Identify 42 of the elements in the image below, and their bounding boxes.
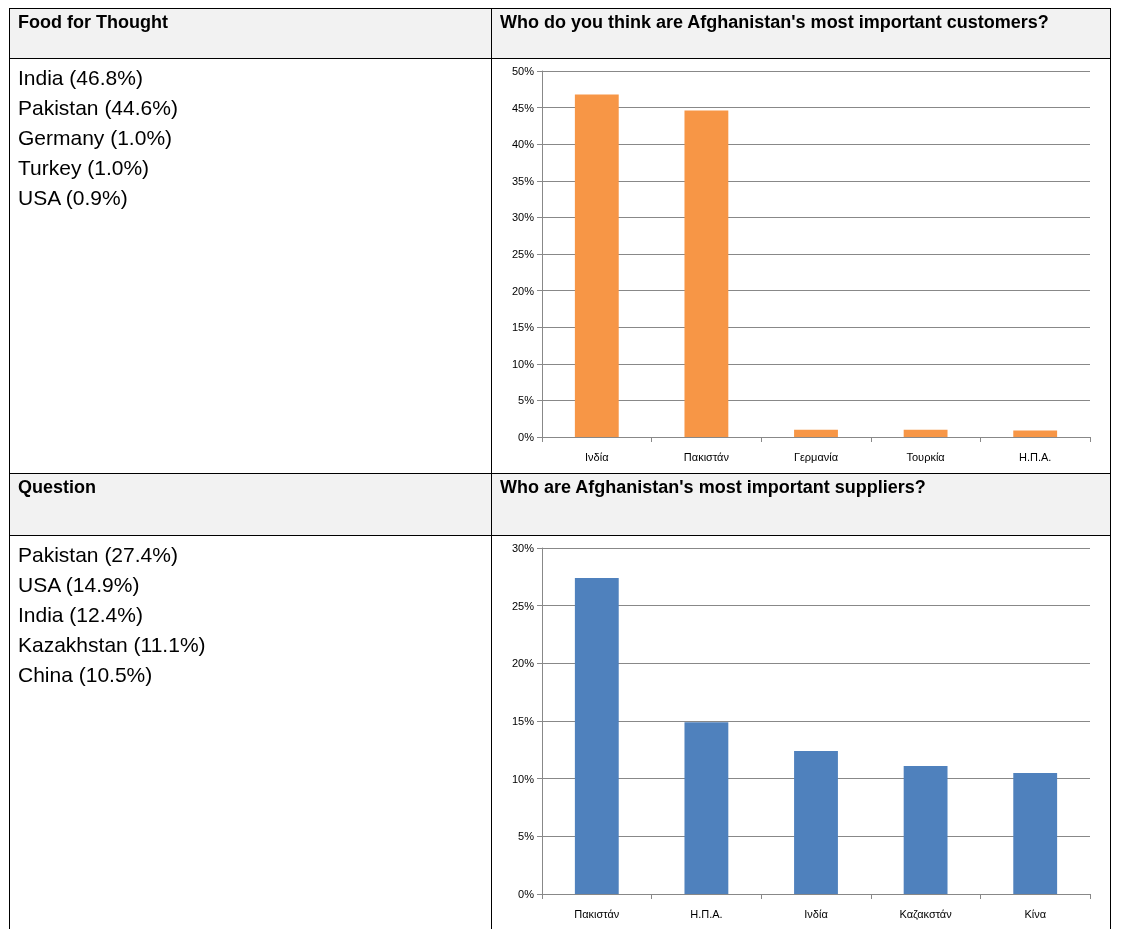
text: India (46.8%) (18, 65, 144, 91)
text: Question (10, 474, 491, 536)
x-tick-label: Ινδία (804, 907, 829, 920)
x-tick-label: Πακιστάν (574, 907, 620, 920)
y-tick-label: 5% (518, 830, 535, 843)
x-tick-label: Ινδία (585, 450, 610, 463)
y-tick-label: 45% (511, 101, 535, 114)
chart-title: Who are Afghanistan's most important suppliers? (492, 474, 1110, 536)
x-tick-label: Γερμανία (793, 450, 839, 463)
y-tick-label: 30% (511, 211, 535, 224)
x-tick-label: Τουρκία (906, 450, 946, 463)
text: Pakistan (44.6%) (18, 95, 179, 121)
y-tick-label: 0% (518, 431, 535, 443)
text: Kazakhstan (11.1%) (18, 632, 207, 658)
x-tick-label: Η.Π.Α. (690, 907, 723, 920)
text: Pakistan (27.4%) (18, 542, 179, 568)
text: USA (14.9%) (18, 572, 141, 598)
y-tick-label: 30% (511, 542, 535, 554)
x-tick-label: Πακιστάν (683, 450, 730, 463)
y-tick-label: 10% (511, 772, 535, 785)
y-tick-label: 20% (511, 284, 535, 297)
y-tick-label: 20% (511, 657, 535, 670)
y-tick-label: 15% (511, 715, 535, 727)
text: Turkey (1.0%) (18, 155, 151, 181)
y-tick-label: 40% (511, 138, 535, 151)
y-tick-label: 25% (511, 599, 535, 612)
y-tick-label: 35% (511, 174, 535, 187)
y-tick-label: 25% (511, 248, 535, 260)
y-tick-label: 10% (511, 357, 535, 370)
x-tick-label: Κίνα (1024, 907, 1047, 920)
x-tick-label: Η.Π.Α. (1019, 450, 1052, 463)
chart-title: Who do you think are Afghanistan's most important customers? (492, 9, 1110, 59)
y-tick-label: 15% (511, 321, 535, 334)
y-tick-label: 5% (518, 394, 535, 407)
text: USA (0.9%) (18, 185, 129, 211)
y-tick-label: 50% (511, 65, 535, 77)
text: India (12.4%) (18, 602, 144, 628)
text: China (10.5%) (18, 662, 154, 688)
text: Food for Thought (10, 9, 491, 59)
x-tick-label: Καζακστάν (899, 907, 953, 920)
text: Germany (1.0%) (18, 125, 174, 151)
y-tick-label: 0% (518, 888, 535, 900)
